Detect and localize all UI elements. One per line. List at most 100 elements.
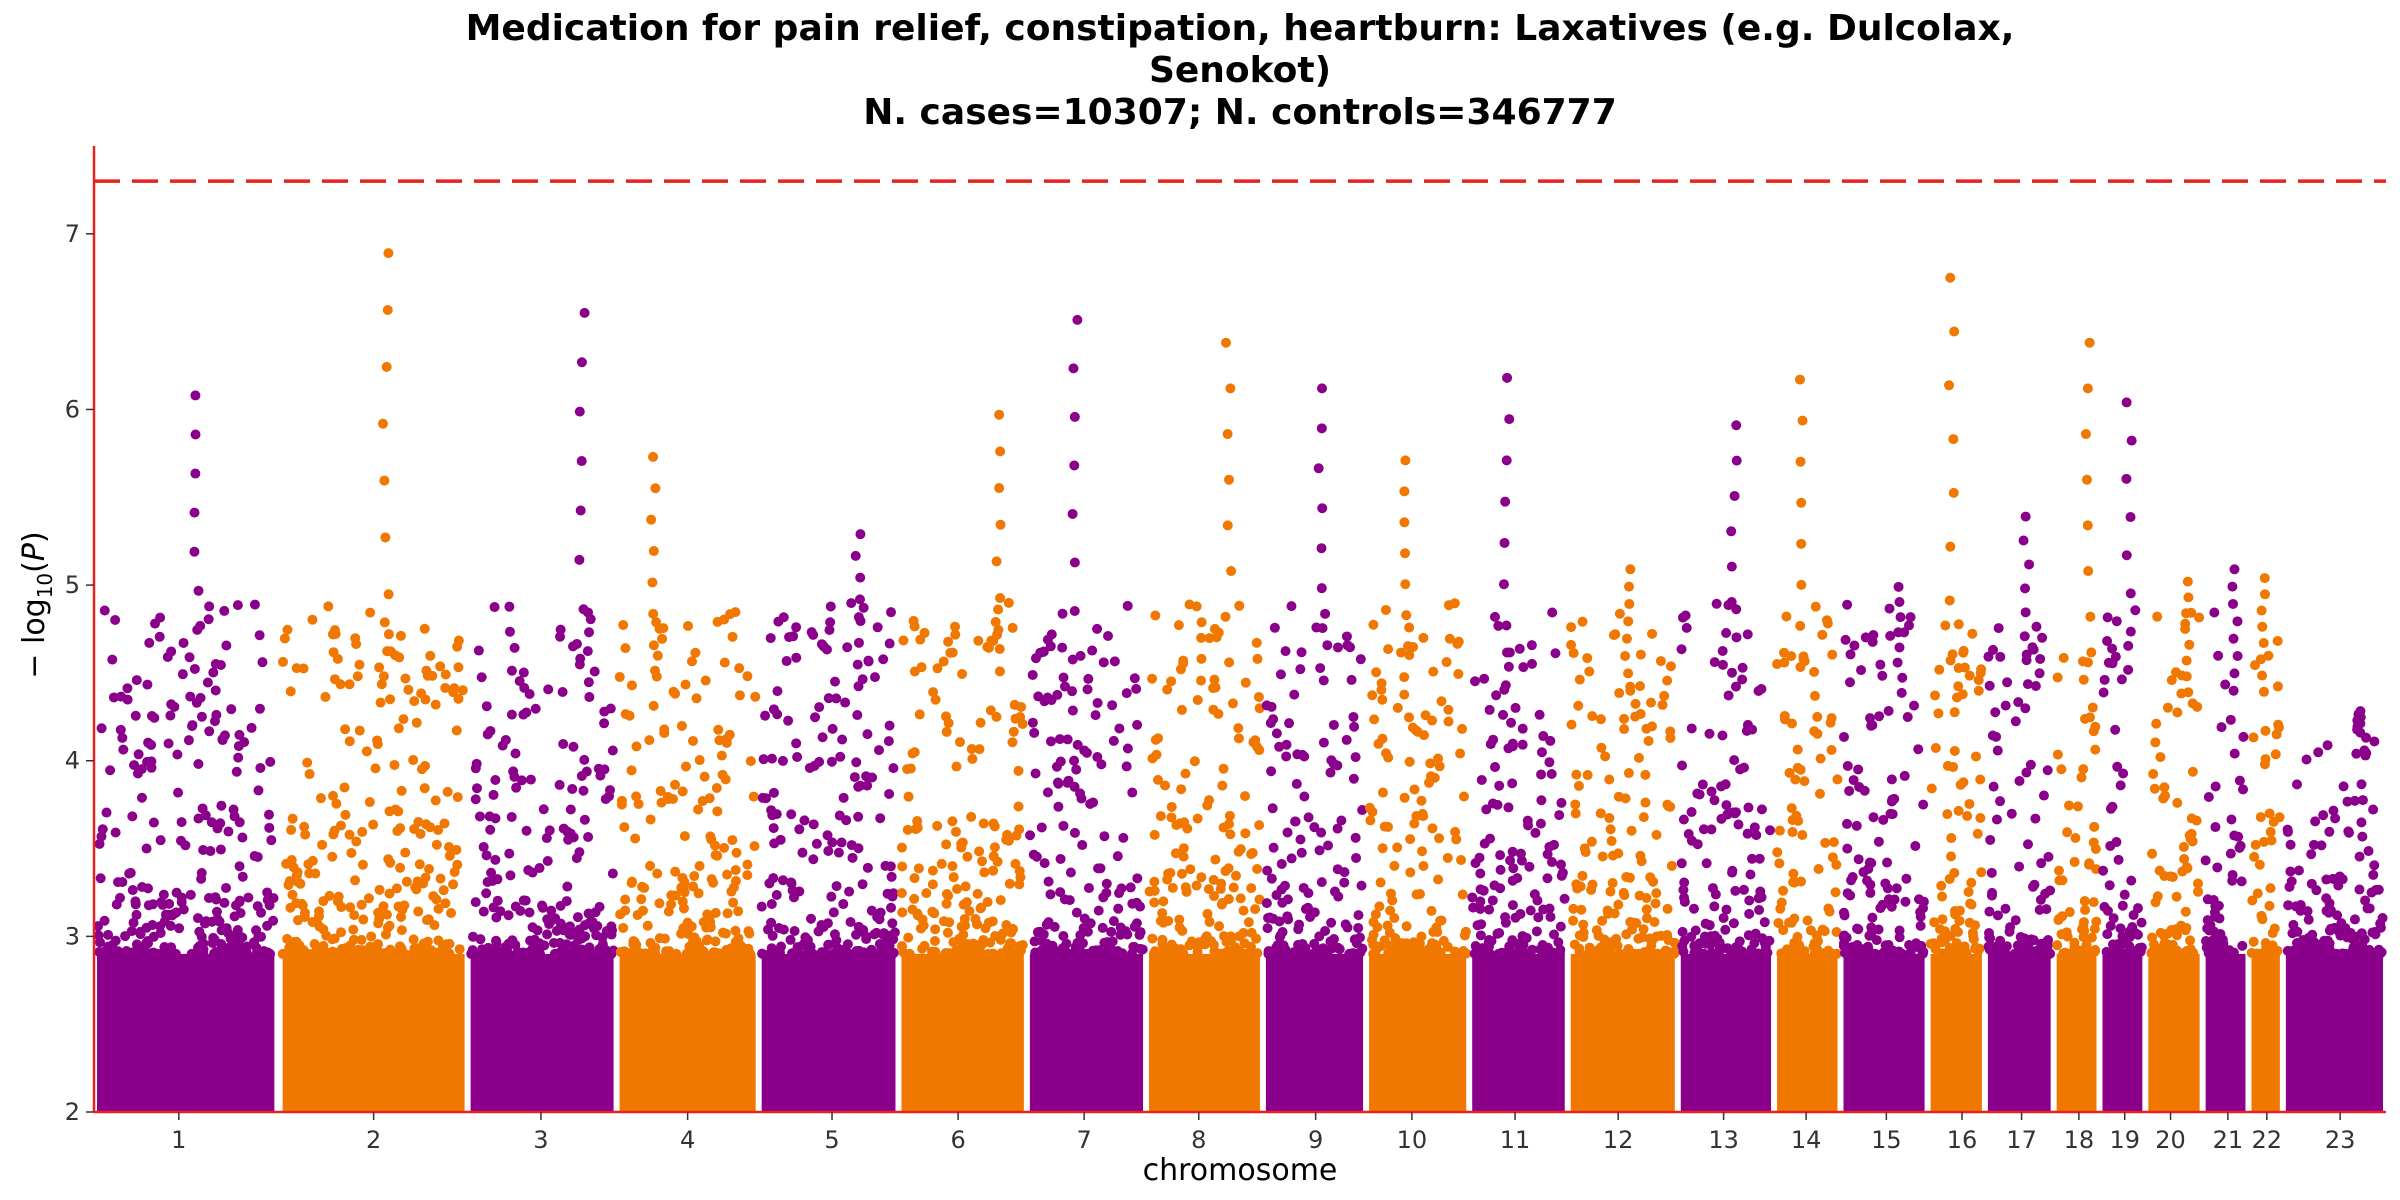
snp-point: [233, 741, 244, 752]
snp-point: [1838, 938, 1849, 949]
snp-point: [607, 868, 618, 879]
snp-point: [889, 927, 900, 938]
snp-point: [811, 838, 822, 849]
snp-point: [2318, 810, 2329, 821]
snp-point: [982, 897, 993, 908]
snp-point: [2020, 583, 2031, 594]
snp-point: [1772, 659, 1783, 670]
snp-point: [806, 913, 817, 924]
snp-point: [1570, 808, 1581, 819]
snp-point: [1127, 898, 1138, 909]
snp-point: [142, 883, 153, 894]
snp-point: [858, 602, 869, 613]
snp-point: [823, 693, 834, 704]
snp-point: [2328, 805, 2339, 816]
snp-point: [1436, 696, 1447, 707]
snp-point: [711, 782, 722, 793]
snp-point: [1892, 657, 1903, 668]
snp-point: [888, 763, 899, 774]
snp-point: [1494, 780, 1505, 791]
snp-point: [842, 642, 853, 653]
snp-point: [1721, 628, 1732, 639]
snp-point: [1788, 877, 1799, 888]
snp-point: [2040, 888, 2051, 899]
snp-point: [2233, 831, 2244, 842]
snp-point: [2363, 945, 2374, 956]
snp-point: [768, 787, 779, 798]
snp-point: [2311, 885, 2322, 896]
snp-point: [192, 913, 203, 924]
snp-point: [954, 933, 965, 944]
snp-point: [1730, 885, 1741, 896]
snp-point: [1688, 903, 1699, 914]
snp-point: [527, 922, 538, 933]
snp-point: [358, 945, 369, 956]
snp-point: [1792, 744, 1803, 755]
snp-point: [2069, 856, 2080, 867]
snp-point: [1914, 894, 1925, 905]
snp-point: [1087, 645, 1098, 656]
snp-point: [2125, 588, 2136, 599]
snp-point: [896, 842, 907, 853]
snp-point: [160, 909, 171, 920]
snp-point: [1775, 903, 1786, 914]
snp-point: [350, 875, 361, 886]
snp-point: [954, 737, 965, 748]
snp-point: [882, 944, 893, 955]
snp-point: [645, 814, 656, 825]
snp-point: [813, 926, 824, 937]
snp-point: [1556, 797, 1567, 808]
snp-point: [1054, 734, 1065, 745]
snp-point: [129, 760, 140, 771]
snp-point: [651, 671, 662, 682]
snp-point: [775, 834, 786, 845]
snp-point: [2083, 566, 2094, 577]
snp-point: [2088, 897, 2099, 908]
snp-point: [1975, 812, 1986, 823]
snp-point: [1251, 637, 1262, 648]
snp-point: [1401, 921, 1412, 932]
snp-point: [569, 940, 580, 951]
snp-point: [1475, 948, 1486, 959]
snp-point: [921, 888, 932, 899]
snp-point: [2255, 654, 2266, 665]
top-hit-point-chr-18: [2084, 337, 2095, 348]
snp-point: [930, 924, 941, 935]
snp-point: [565, 804, 576, 815]
snp-point: [1949, 745, 1960, 756]
snp-point: [1127, 787, 1138, 798]
snp-point: [122, 683, 133, 694]
snp-point: [930, 694, 941, 705]
snp-point: [599, 764, 610, 775]
snp-point: [792, 751, 803, 762]
snp-point: [476, 672, 487, 683]
snp-point: [1055, 887, 1066, 898]
snp-point: [1009, 699, 1020, 710]
snp-point: [704, 793, 715, 804]
snp-point: [1873, 924, 1884, 935]
snp-point: [2369, 860, 2380, 871]
snp-point: [1266, 873, 1277, 884]
snp-point: [822, 918, 833, 929]
snp-point: [351, 836, 362, 847]
snp-point: [1147, 933, 1158, 944]
snp-point: [2118, 938, 2129, 949]
x-tick-label-chr-8: 8: [1191, 1126, 1206, 1154]
snp-point: [1626, 825, 1637, 836]
snp-point: [1036, 947, 1047, 958]
snp-point: [854, 594, 865, 605]
snp-point: [1268, 842, 1279, 853]
snp-point: [927, 865, 938, 876]
snp-point: [1196, 632, 1207, 643]
snp-point: [1203, 884, 1214, 895]
snp-point: [1210, 682, 1221, 693]
snp-point: [1704, 728, 1715, 739]
snp-point: [1377, 787, 1388, 798]
snp-point: [1845, 890, 1856, 901]
snp-point: [99, 605, 110, 616]
snp-point: [197, 803, 208, 814]
snp-point: [2181, 608, 2192, 619]
snp-point: [233, 752, 244, 763]
snp-point: [1051, 761, 1062, 772]
snp-point: [1039, 858, 1050, 869]
